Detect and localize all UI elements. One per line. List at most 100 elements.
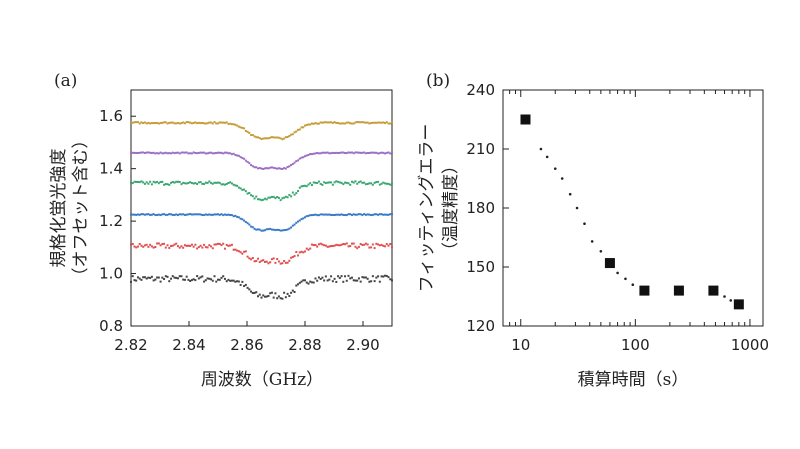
data-point bbox=[201, 121, 204, 124]
data-point bbox=[196, 247, 199, 250]
data-point bbox=[171, 151, 174, 154]
data-point bbox=[305, 154, 308, 157]
data-point bbox=[328, 245, 331, 248]
data-point bbox=[307, 282, 310, 285]
data-point bbox=[370, 122, 373, 125]
data-point bbox=[337, 275, 340, 278]
data-point bbox=[176, 121, 179, 124]
data-point bbox=[277, 167, 280, 170]
data-point bbox=[164, 151, 167, 154]
data-point bbox=[159, 214, 162, 217]
data-point bbox=[187, 244, 190, 247]
panel-b-fit-dots bbox=[539, 147, 733, 302]
data-point bbox=[225, 121, 228, 124]
data-point bbox=[284, 296, 287, 299]
data-point bbox=[185, 213, 188, 216]
data-point bbox=[380, 275, 383, 278]
data-point bbox=[277, 228, 280, 231]
data-point bbox=[236, 124, 239, 127]
data-point bbox=[384, 152, 387, 155]
data-point bbox=[143, 244, 146, 247]
data-point bbox=[194, 243, 197, 246]
data-point bbox=[213, 121, 216, 124]
data-point bbox=[345, 242, 348, 245]
data-point bbox=[371, 183, 374, 186]
data-point bbox=[257, 136, 260, 139]
data-point bbox=[370, 246, 373, 249]
series-3 bbox=[130, 180, 393, 202]
data-point bbox=[225, 243, 228, 246]
data-point bbox=[253, 291, 256, 294]
data-point bbox=[133, 213, 136, 216]
data-point bbox=[163, 213, 166, 216]
data-point bbox=[345, 279, 348, 282]
data-point bbox=[236, 215, 239, 218]
data-point bbox=[250, 194, 253, 197]
data-point bbox=[312, 244, 315, 247]
data-point bbox=[326, 213, 329, 216]
data-point bbox=[145, 181, 148, 184]
data-point bbox=[156, 213, 159, 216]
data-point bbox=[203, 151, 206, 154]
data-point bbox=[269, 196, 272, 199]
data-point bbox=[250, 290, 253, 293]
data-point bbox=[310, 153, 313, 156]
data-point bbox=[363, 213, 366, 216]
data-point bbox=[340, 213, 343, 216]
data-point bbox=[293, 193, 296, 196]
data-point bbox=[230, 279, 233, 282]
data-point bbox=[227, 213, 230, 216]
data-point bbox=[173, 213, 176, 216]
data-point bbox=[248, 162, 251, 165]
data-point bbox=[321, 243, 324, 246]
data-point bbox=[277, 196, 280, 199]
data-point bbox=[170, 277, 173, 280]
data-point bbox=[305, 185, 308, 188]
data-point bbox=[319, 277, 322, 280]
data-point bbox=[178, 152, 181, 155]
data-point bbox=[154, 122, 157, 125]
data-point bbox=[217, 181, 219, 184]
data-point bbox=[316, 245, 319, 248]
data-point bbox=[217, 122, 219, 125]
data-point bbox=[208, 244, 211, 247]
data-point bbox=[196, 275, 199, 278]
data-point bbox=[143, 182, 146, 185]
data-point bbox=[279, 199, 282, 202]
data-point bbox=[298, 157, 301, 160]
data-point bbox=[357, 151, 360, 154]
data-point bbox=[152, 246, 155, 249]
data-point bbox=[366, 121, 369, 124]
data-point bbox=[210, 245, 213, 248]
data-point bbox=[133, 121, 136, 124]
data-point bbox=[175, 122, 178, 125]
data-point bbox=[217, 151, 219, 154]
data-point bbox=[385, 182, 388, 185]
data-point bbox=[283, 260, 286, 263]
data-point bbox=[241, 126, 244, 129]
data-point bbox=[364, 213, 367, 216]
data-point bbox=[175, 180, 178, 183]
data-point bbox=[310, 122, 313, 125]
data-point bbox=[150, 245, 153, 248]
data-point bbox=[377, 213, 380, 216]
data-point bbox=[733, 299, 744, 310]
data-point bbox=[161, 276, 164, 279]
data-point bbox=[204, 152, 207, 155]
data-point bbox=[227, 152, 230, 155]
data-point bbox=[352, 213, 355, 216]
data-point bbox=[269, 136, 272, 139]
data-point bbox=[257, 295, 260, 298]
data-point bbox=[344, 214, 347, 217]
data-point bbox=[142, 213, 145, 216]
data-point bbox=[378, 121, 381, 124]
y-tick-label: 0.8 bbox=[99, 317, 123, 335]
data-point bbox=[262, 137, 265, 140]
data-point bbox=[190, 152, 193, 155]
data-point bbox=[370, 280, 373, 283]
data-point bbox=[309, 280, 312, 283]
data-point bbox=[359, 180, 362, 183]
data-point bbox=[223, 247, 226, 250]
data-point bbox=[263, 295, 266, 298]
data-point bbox=[295, 284, 298, 287]
